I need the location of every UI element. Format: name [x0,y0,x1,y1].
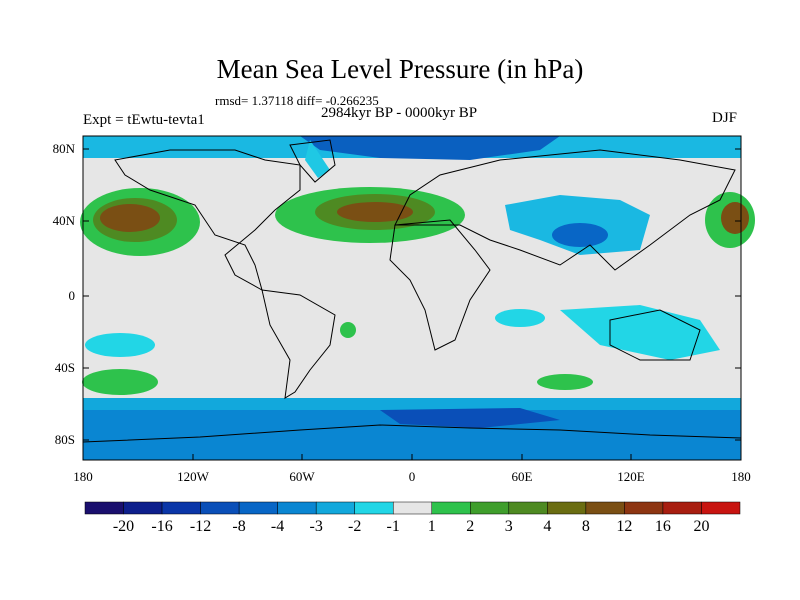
colorbar-swatch [392,501,433,515]
eurasia-coast [394,149,736,271]
lat-label-40s: 40S [54,360,75,375]
rmsd-diff-stats: rmsd= 1.37118 diff= -0.266235 [215,93,379,108]
colorbar-label: 3 [504,518,513,535]
colorbar-swatch [585,501,625,515]
south-america-coast [261,289,336,399]
coastlines [82,139,742,443]
africa-coast [389,219,491,351]
north-pacific-high-core [100,204,160,232]
north-atlantic-high-core [337,202,413,222]
colorbar-swatch [238,501,278,515]
south-indian-positive [537,374,593,390]
colorbar-swatch [200,501,240,515]
colorbar-swatch [431,501,471,515]
lat-label-0: 0 [68,288,76,303]
antarctica-coast [82,424,742,443]
colorbar-label: 20 [693,518,710,535]
colorbar-label: -8 [232,518,246,535]
experiment-label: Expt = tEwtu-tevta1 [83,112,205,128]
lon-label-60w: 60W [289,469,315,484]
colorbar-label: -20 [112,518,135,535]
colorbar-swatch [161,501,201,515]
colorbar-swatch [701,501,741,515]
map-field [80,135,755,461]
lat-label-80s: 80S [54,432,75,447]
africa-south-negative [495,309,545,327]
south-pacific-positive [82,369,158,395]
colorbar-swatch [547,501,587,515]
lon-label-0: 0 [408,469,416,484]
colorbar-swatch [470,501,510,515]
colorbar-swatch [624,501,664,515]
colorbar-swatch [315,501,355,515]
colorbar-swatch [508,501,548,515]
colorbar [84,501,741,515]
colorbar-label: -2 [348,518,362,535]
colorbar-label: 4 [543,518,552,535]
south-atlantic-positive [340,322,356,338]
colorbar-label: -16 [151,518,173,535]
colorbar-swatch [662,501,702,515]
map-title: Mean Sea Level Pressure (in hPa) [216,54,584,84]
colorbar-label: 1 [427,518,436,535]
greenland-negative [305,140,330,178]
greenland-coast [289,139,336,183]
lon-label-120e: 120E [617,469,645,484]
lat-label-80n: 80N [52,141,75,156]
east-pacific-high-core [721,202,749,234]
lon-label-60e: 60E [511,469,533,484]
colorbar-label: -1 [386,518,400,535]
lon-label-120w: 120W [177,469,209,484]
antarctic-strong-negative [380,408,560,428]
north-america-coast [114,149,301,292]
colorbar-swatch [84,501,124,515]
colorbar-label: -4 [270,518,285,535]
lon-label-180e: 180 [731,469,751,484]
colorbar-label: 12 [616,518,633,535]
axis-ticks [83,148,741,460]
lat-label-40n: 40N [52,213,75,228]
australia-coast [609,309,701,361]
colorbar-label: 8 [581,518,590,535]
colorbar-swatch [277,501,317,515]
colorbar-label: -3 [309,518,323,535]
south-pacific-negative [85,333,155,357]
colorbar-label: 2 [466,518,475,535]
arctic-strong-negative [300,136,560,160]
colorbar-swatch [354,501,394,515]
season-label: DJF [712,110,738,126]
colorbar-label: -12 [189,518,212,535]
period-label: 2984kyr BP - 0000kyr BP [321,105,478,121]
lon-label-180w: 180 [73,469,93,484]
asia-strong-negative [552,223,608,247]
colorbar-swatch [123,501,163,515]
colorbar-label: 16 [654,518,671,535]
indian-ocean-negative [560,305,720,360]
